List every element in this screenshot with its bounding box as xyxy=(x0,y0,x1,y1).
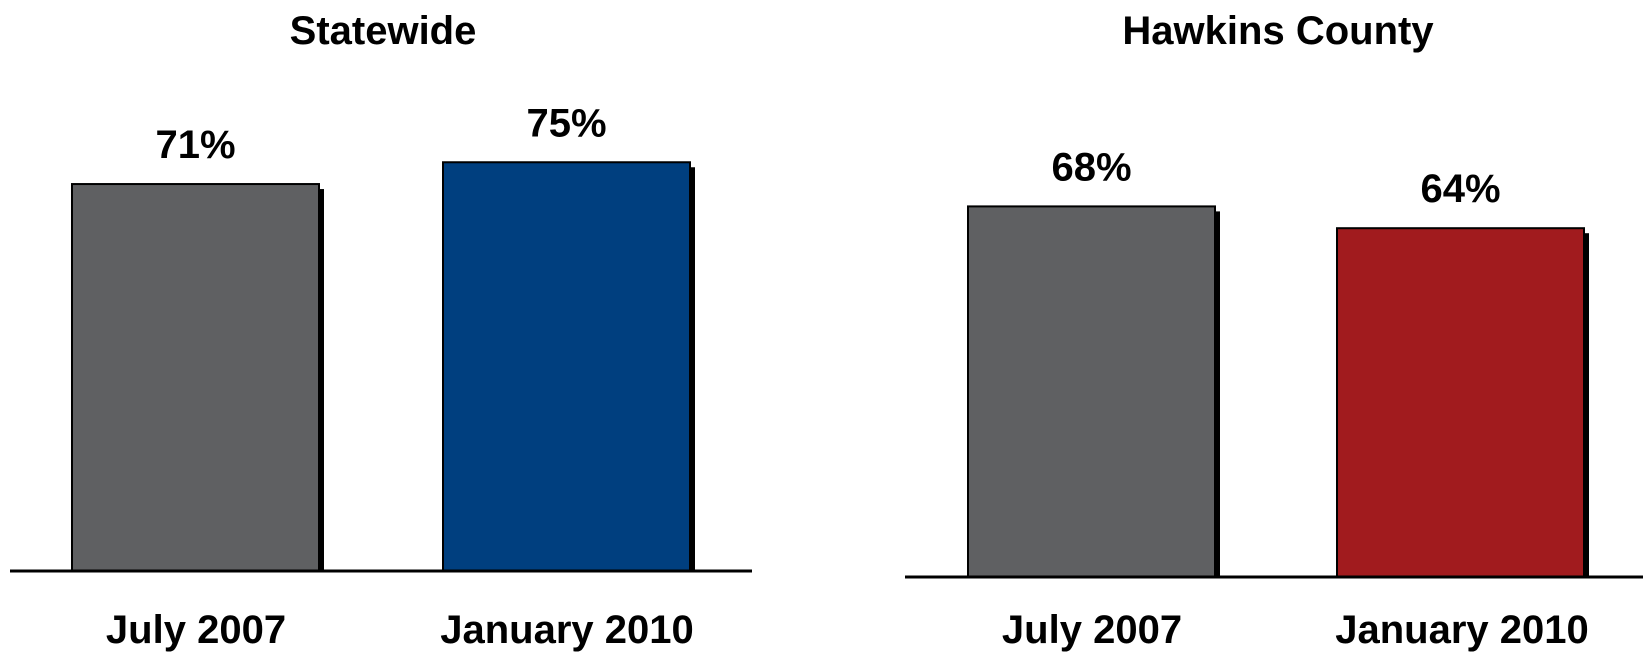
x-tick-label: January 2010 xyxy=(1335,608,1589,652)
x-tick-label: July 2007 xyxy=(1002,608,1182,652)
x-tick-label: January 2010 xyxy=(440,608,694,652)
chart-hawkins-county: Hawkins County 68% 64% July 2007 January … xyxy=(905,9,1643,652)
bar xyxy=(1336,227,1585,578)
bars: 68% 64% xyxy=(967,145,1589,578)
data-label: 71% xyxy=(155,123,235,167)
x-tick-label: July 2007 xyxy=(106,608,286,652)
bars: 71% 75% xyxy=(71,101,695,573)
data-label: 68% xyxy=(1051,145,1131,189)
chart-statewide: Statewide 71% 75% July 2007 January 2010 xyxy=(10,9,752,652)
bar xyxy=(71,183,320,573)
chart-title: Statewide xyxy=(290,9,477,53)
chart-title: Hawkins County xyxy=(1122,9,1434,53)
data-label: 75% xyxy=(526,101,606,145)
bar xyxy=(442,161,691,572)
data-label: 64% xyxy=(1420,167,1500,211)
bar xyxy=(967,205,1216,578)
